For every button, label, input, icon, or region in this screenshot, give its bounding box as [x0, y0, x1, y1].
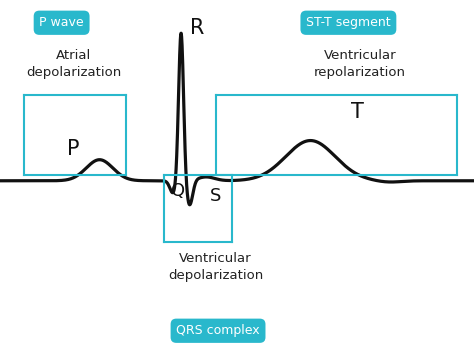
Text: Ventricular
depolarization: Ventricular depolarization: [168, 252, 263, 282]
Text: ST-T segment: ST-T segment: [306, 16, 391, 29]
Text: P wave: P wave: [39, 16, 84, 29]
Text: Atrial
depolarization: Atrial depolarization: [26, 49, 121, 79]
Text: QRS complex: QRS complex: [176, 324, 260, 337]
Text: Q: Q: [171, 182, 185, 200]
Text: T: T: [351, 102, 365, 122]
Text: R: R: [190, 18, 204, 38]
Text: P: P: [67, 139, 80, 159]
Text: S: S: [210, 187, 221, 205]
Text: Ventricular
repolarization: Ventricular repolarization: [314, 49, 406, 79]
